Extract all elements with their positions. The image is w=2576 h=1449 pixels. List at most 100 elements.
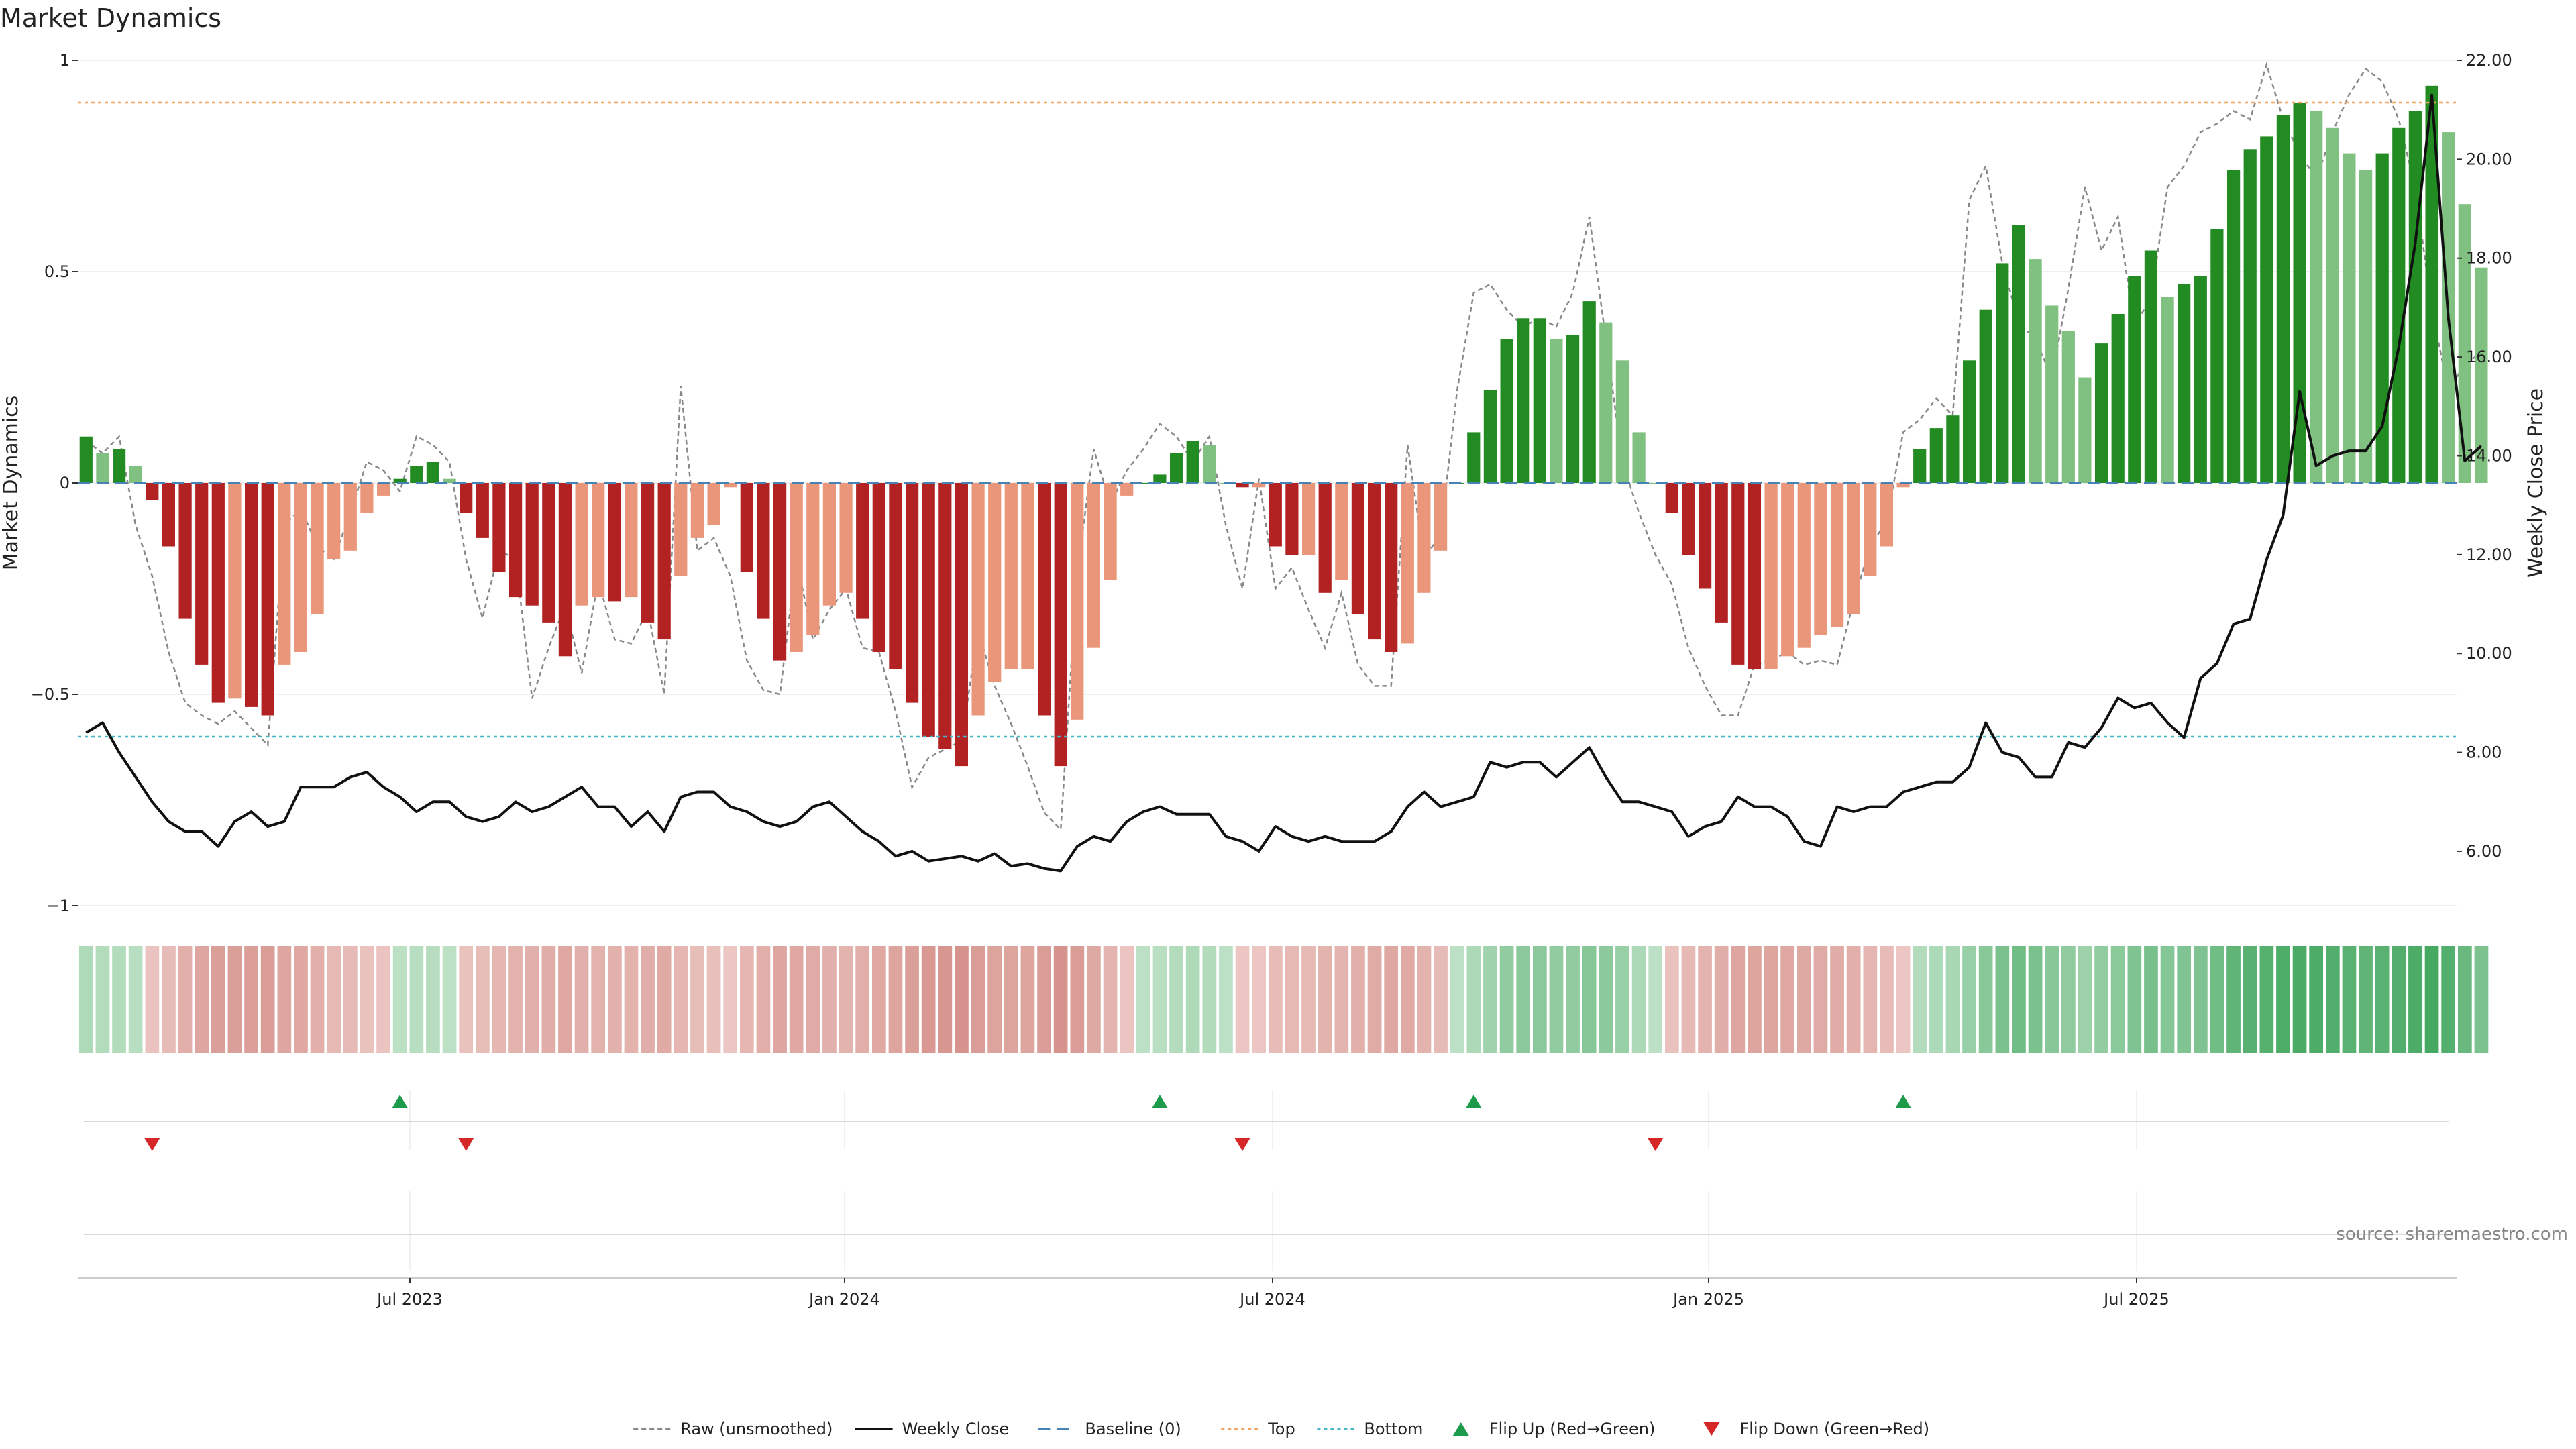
dynamics-bar (146, 483, 159, 500)
dynamics-bar (2045, 305, 2059, 483)
heat-cell (2160, 946, 2175, 1053)
heat-cell (2309, 946, 2323, 1053)
dynamics-bar (740, 483, 753, 572)
dynamics-bar (2078, 377, 2092, 483)
flip-panel (84, 1090, 2449, 1271)
heat-cell (244, 946, 258, 1053)
dynamics-bar (1996, 263, 2009, 483)
dynamics-bar (1847, 483, 1860, 614)
heat-cell (1599, 946, 1613, 1053)
heat-cell (641, 946, 655, 1053)
flip-up-marker (1465, 1095, 1482, 1108)
heat-cell (1285, 946, 1299, 1053)
heat-cell (310, 946, 325, 1053)
chart-title: Market Dynamics (0, 3, 221, 33)
heat-cell (740, 946, 754, 1053)
heat-cell (1665, 946, 1679, 1053)
heat-cell (2408, 946, 2422, 1053)
dynamics-bar (2293, 103, 2306, 483)
heat-cell (1780, 946, 1794, 1053)
dynamics-bar (1517, 318, 1530, 483)
dynamics-bar (1748, 483, 1761, 669)
heat-cell (773, 946, 787, 1053)
dynamics-bar (294, 483, 307, 652)
dynamics-bar (889, 483, 902, 669)
flip-down-marker (1234, 1138, 1251, 1151)
dynamics-bar (2310, 111, 2323, 484)
dynamics-bar (790, 483, 803, 652)
heat-cell (674, 946, 688, 1053)
dynamics-bar (2475, 267, 2488, 483)
dynamics-bar (2210, 229, 2224, 483)
heat-cell (872, 946, 886, 1053)
heat-cell (1516, 946, 1530, 1053)
heat-cell (95, 946, 110, 1053)
dynamics-bar (2326, 127, 2339, 484)
heat-cell (1681, 946, 1696, 1053)
heat-cell (1334, 946, 1349, 1053)
heat-cell (938, 946, 953, 1053)
reference-lines (78, 101, 2457, 738)
dynamics-bar (1615, 360, 1629, 483)
x-tick-label: Jan 2025 (1672, 1290, 1744, 1309)
y-tick-label: 1 (60, 51, 70, 70)
flip-down-marker (1647, 1138, 1664, 1151)
heat-cell (2441, 946, 2455, 1053)
right-axis: 22.00 20.00 18.00 16.00 14.00 12.00 10.00 8.00 6… (2457, 51, 2548, 861)
dynamics-bar (245, 483, 258, 707)
heat-cell (1714, 946, 1729, 1053)
dynamics-bar (1864, 483, 1877, 576)
dynamics-bar (1136, 483, 1150, 484)
heat-cell (162, 946, 176, 1053)
dynamics-bar (228, 483, 241, 699)
heat-strip (79, 946, 2489, 1053)
heat-cell (2359, 946, 2373, 1053)
dynamics-bar (872, 483, 885, 652)
dynamics-bar (1054, 483, 1067, 767)
legend-swatch (1703, 1422, 1720, 1436)
heat-cell (624, 946, 639, 1053)
dynamics-bar (1963, 360, 1976, 483)
heat-cell (1797, 946, 1811, 1053)
dynamics-bar (757, 483, 770, 619)
bars-layer (79, 85, 2488, 767)
legend-label: Weekly Close (902, 1419, 1010, 1438)
dynamics-bar (971, 483, 985, 716)
heat-cell (822, 946, 837, 1053)
heat-cell (2276, 946, 2290, 1053)
y-tick-label: 0 (60, 474, 70, 492)
dynamics-bar (906, 483, 919, 703)
heat-cell (987, 946, 1002, 1053)
y-tick-label: 0.5 (44, 262, 70, 281)
heat-cell (806, 946, 820, 1053)
heat-cell (1185, 946, 1200, 1053)
dynamics-bar (1104, 483, 1117, 580)
heat-cell (1748, 946, 1762, 1053)
heat-cell (1995, 946, 2010, 1053)
heat-cell (525, 946, 539, 1053)
heat-cell (2028, 946, 2043, 1053)
heat-cell (1731, 946, 1746, 1053)
dynamics-bar (1467, 432, 1481, 483)
heat-cell (227, 946, 242, 1053)
flip-up-marker (1151, 1095, 1168, 1108)
dynamics-bar (113, 449, 126, 483)
dynamics-bar (2359, 170, 2373, 484)
heat-cell (1235, 946, 1250, 1053)
dynamics-bar (938, 483, 952, 749)
heat-cell (2194, 946, 2208, 1053)
dynamics-bar (1302, 483, 1316, 555)
heat-cell (1351, 946, 1365, 1053)
heat-cell (1499, 946, 1514, 1053)
dynamics-bar (327, 483, 341, 559)
heat-cell (1813, 946, 1828, 1053)
x-tick-label: Jul 2024 (1238, 1290, 1305, 1309)
x-axis: Jul 2023 Jan 2024 Jul 2024 Jan 2025 Jul 2025 (78, 1277, 2457, 1309)
dynamics-bar (1335, 483, 1348, 580)
heat-cell (2144, 946, 2158, 1053)
dynamics-bar (2260, 136, 2273, 483)
heat-cell (79, 946, 93, 1053)
heat-cell (492, 946, 506, 1053)
dynamics-bar (2408, 111, 2422, 484)
